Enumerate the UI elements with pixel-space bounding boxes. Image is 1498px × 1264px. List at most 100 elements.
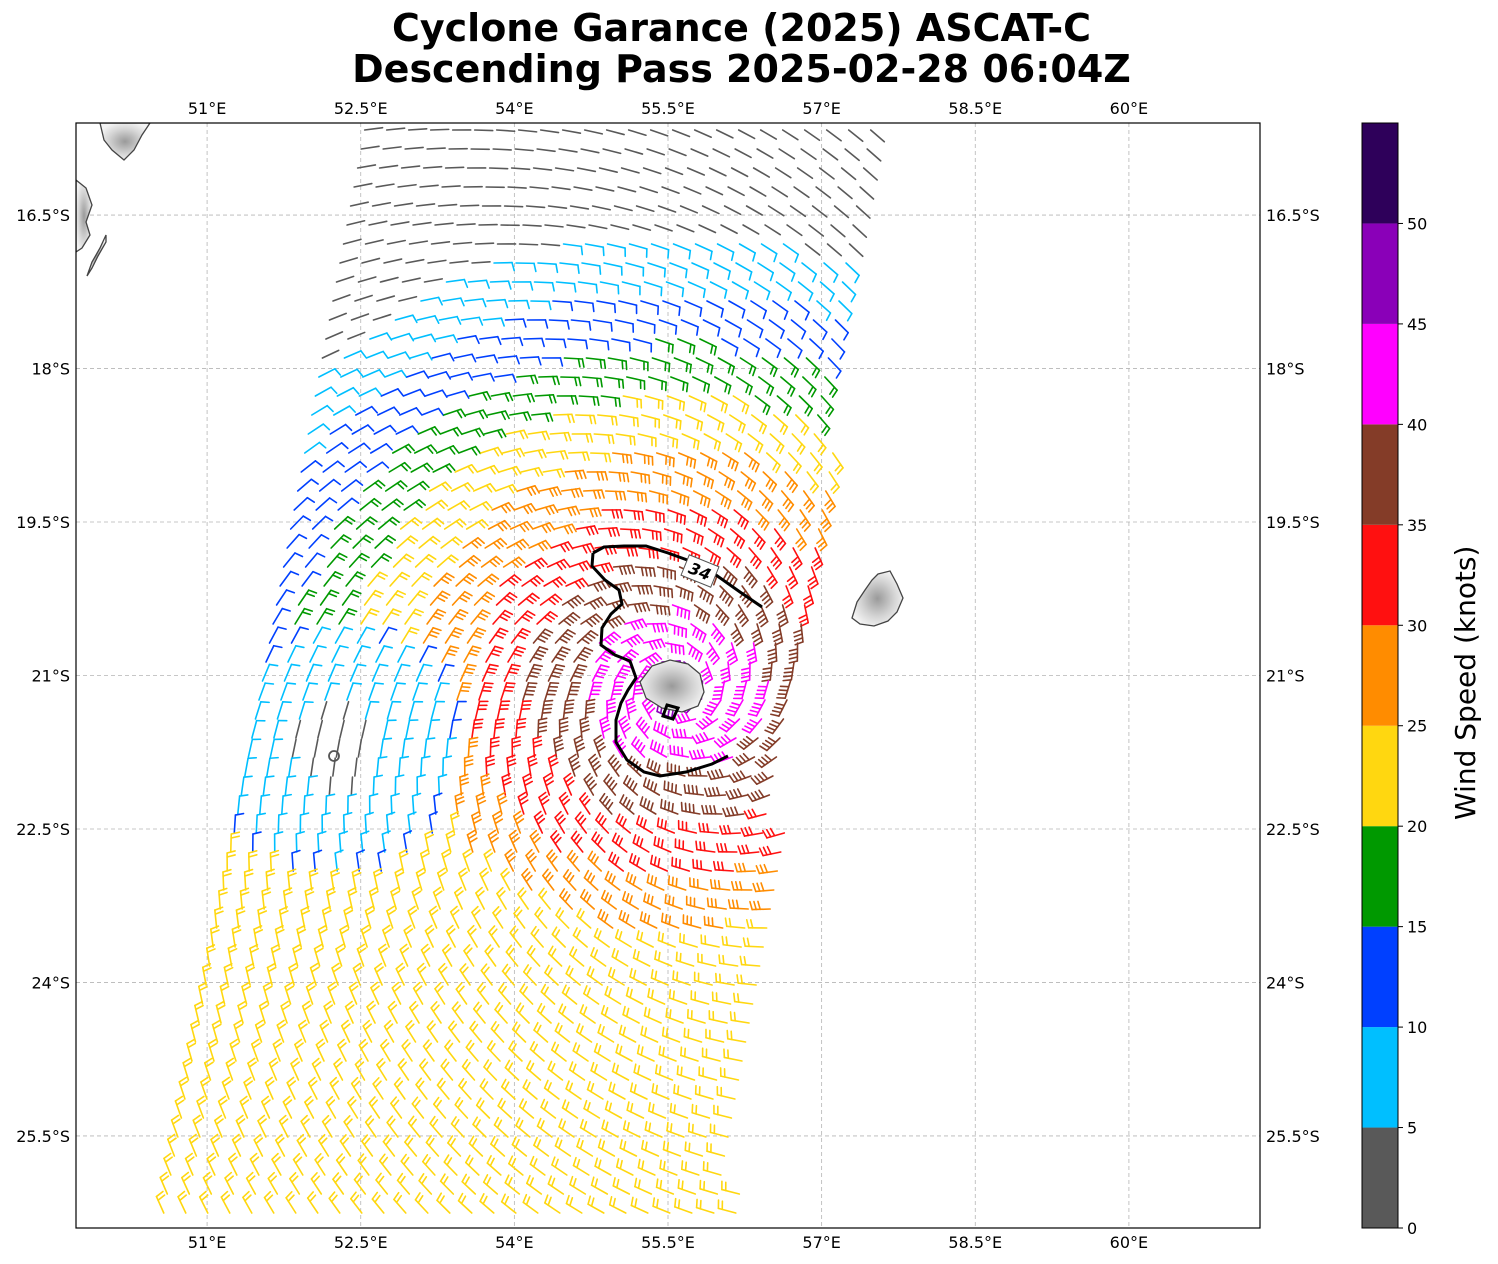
wind-barb (415, 867, 426, 891)
wind-barb (436, 867, 447, 891)
wind-barb (279, 570, 300, 587)
wind-barb (505, 944, 519, 967)
wind-barb (621, 281, 641, 296)
wind-barb (755, 863, 779, 875)
wind-barb (521, 575, 544, 587)
wind-barb (520, 466, 544, 477)
wind-barb (429, 590, 451, 606)
colorbar-bin (1362, 1127, 1398, 1228)
wind-barb (702, 319, 721, 337)
wind-barb (658, 319, 678, 335)
wind-barb (278, 906, 289, 929)
wind-barb (570, 319, 592, 331)
wind-barb (794, 300, 810, 321)
wind-barb (742, 224, 760, 235)
wind-barb (364, 700, 380, 720)
wind-barb (408, 240, 429, 245)
wind-barb (722, 806, 745, 818)
wind-barb (692, 490, 711, 509)
wind-barb (710, 395, 728, 414)
wind-barb (635, 815, 654, 834)
wind-barb (390, 792, 400, 815)
wind-barb (779, 262, 796, 282)
wind-barb (282, 552, 304, 568)
wind-barb (393, 663, 411, 682)
wind-barb (671, 604, 691, 621)
wind-barb (434, 682, 450, 701)
wind-barb (542, 772, 554, 796)
wind-barb (578, 792, 591, 815)
wind-barb (222, 868, 232, 891)
wind-barb (375, 183, 395, 188)
wind-barb (519, 356, 542, 366)
wind-barb (398, 755, 410, 777)
chart-title-line-1: Cyclone Garance (2025) ASCAT-C (391, 6, 1091, 50)
wind-barb (277, 812, 288, 834)
wind-barb (576, 167, 597, 173)
wind-barb (386, 700, 402, 720)
wind-barb (833, 205, 850, 219)
wind-barb (560, 487, 584, 499)
wind-barb (351, 424, 375, 435)
wind-barb (477, 573, 500, 587)
wind-barb (423, 278, 444, 283)
wind-barb (335, 943, 346, 967)
wind-barb (231, 925, 242, 948)
wind-barb (730, 623, 744, 647)
wind-barb (227, 944, 238, 967)
wind-barb (449, 260, 469, 264)
wind-barb (661, 912, 680, 929)
wind-barb (582, 489, 605, 500)
wind-barb (743, 452, 760, 473)
wind-barb (251, 719, 266, 739)
wind-barb (697, 585, 714, 605)
wind-barb (408, 700, 424, 720)
wind-barb (699, 452, 718, 471)
wind-barb (754, 395, 771, 416)
wind-barb (558, 611, 581, 627)
wind-barb (423, 737, 436, 758)
wind-barb (351, 868, 362, 891)
wind-barb (654, 224, 673, 232)
wind-barb (343, 905, 354, 929)
wind-barb (359, 497, 382, 511)
wind-barb (397, 183, 417, 188)
wind-barb (584, 698, 596, 720)
wind-barb (804, 243, 821, 256)
wind-barb (265, 644, 283, 663)
wind-barb (471, 260, 491, 264)
wind-barb (649, 604, 671, 616)
wind-barb (499, 574, 522, 587)
wind-barb (492, 810, 504, 834)
wind-barb (707, 528, 725, 548)
wind-barb (597, 908, 614, 929)
lon-tick-label-bottom: 60°E (1110, 1233, 1148, 1252)
wind-barb (457, 445, 482, 456)
wind-barb (595, 812, 610, 834)
wind-barb (253, 925, 264, 948)
colorbar-bin (1362, 725, 1398, 827)
wind-barb (656, 566, 676, 581)
wind-barb (483, 848, 494, 872)
wind-barb (468, 391, 492, 401)
wind-barb (730, 880, 753, 891)
wind-barb (462, 536, 485, 549)
wind-barb (229, 831, 241, 853)
wind-barb (766, 566, 778, 590)
wind-barb (834, 319, 849, 341)
wind-barb (471, 905, 482, 929)
wind-barb (421, 517, 445, 530)
wind-barb (750, 771, 774, 785)
wind-barb (620, 634, 644, 648)
wind-barb (427, 259, 447, 264)
wind-barb (472, 372, 495, 382)
wind-barb (525, 663, 543, 682)
wind-barb (545, 450, 569, 460)
wind-barb (568, 560, 592, 572)
wind-barb (802, 490, 815, 513)
wind-barb (750, 623, 764, 647)
wind-barb (593, 927, 610, 948)
wind-barb (496, 886, 507, 910)
wind-barb (420, 943, 431, 967)
lat-tick-label-right: 24°S (1266, 973, 1305, 992)
